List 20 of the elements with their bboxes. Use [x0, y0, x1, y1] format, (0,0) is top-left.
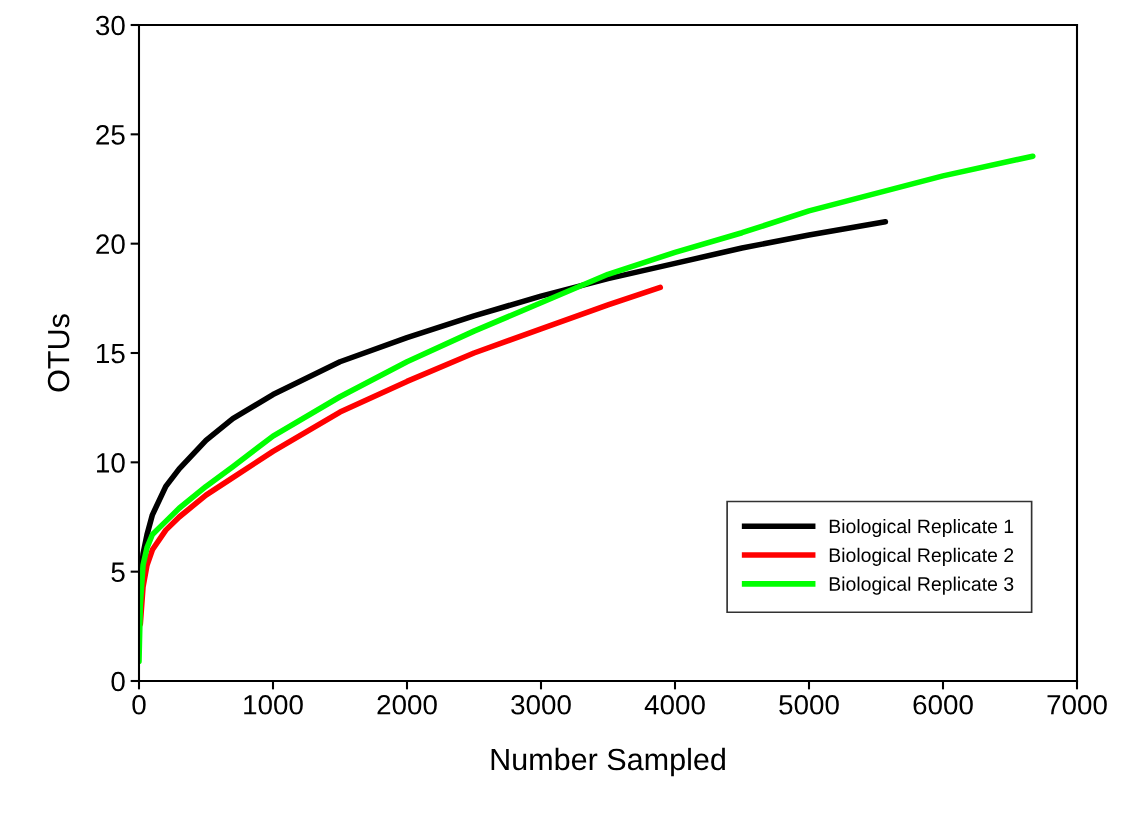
- y-tick-label: 20: [96, 234, 125, 255]
- y-tick-label: 0: [111, 671, 125, 692]
- x-axis-title: Number Sampled: [491, 747, 725, 777]
- x-tick-label: 2000: [377, 694, 437, 715]
- legend-label: Biological Replicate 2: [829, 547, 1014, 566]
- x-tick-label: 4000: [644, 694, 705, 715]
- x-tick-label: 5000: [779, 694, 839, 715]
- legend-label: Biological Replicate 3: [829, 576, 1014, 595]
- x-tick-label: 6000: [913, 694, 973, 715]
- x-tick-label: 1000: [244, 694, 303, 715]
- y-tick-label: 5: [111, 562, 125, 583]
- y-tick-label: 10: [97, 453, 125, 473]
- x-tick-label: 3000: [511, 694, 571, 715]
- legend-label: Biological Replicate 1: [829, 518, 1014, 538]
- x-tick-label: 7000: [1047, 694, 1107, 715]
- y-axis-title: OTUs: [47, 314, 70, 392]
- y-tick-label: 15: [97, 343, 125, 364]
- x-tick-label: 0: [132, 694, 146, 715]
- y-tick-label: 30: [95, 15, 125, 36]
- y-tick-label: 25: [96, 125, 125, 145]
